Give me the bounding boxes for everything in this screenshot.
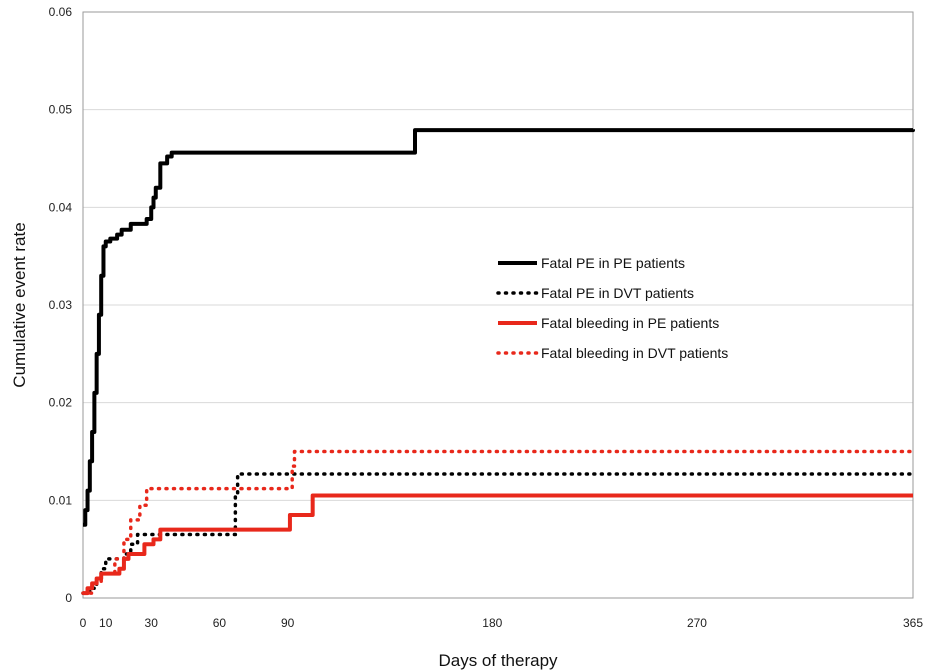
y-axis-title: Cumulative event rate (10, 222, 29, 387)
plot-area-frame (82, 11, 914, 599)
x-tick-label: 270 (687, 616, 707, 630)
x-axis-ticks: 0 10 30 60 90 180 270 365 (80, 616, 924, 630)
legend-label: Fatal bleeding in PE patients (541, 315, 719, 331)
legend-label: Fatal PE in PE patients (541, 255, 685, 271)
x-tick-label: 30 (145, 616, 159, 630)
y-tick-label: 0.01 (49, 493, 73, 507)
series-line-1 (83, 128, 915, 527)
y-tick-label: 0.02 (49, 396, 73, 410)
x-tick-label: 0 (80, 616, 87, 630)
series-line-2 (81, 472, 915, 595)
y-tick-label: 0 (65, 591, 72, 605)
gridlines (83, 109, 913, 501)
y-tick-label: 0.06 (49, 5, 73, 19)
x-tick-label: 90 (281, 616, 295, 630)
legend-label: Fatal PE in DVT patients (541, 285, 694, 301)
y-axis-ticks: 0 0.01 0.02 0.03 0.04 0.05 0.06 (49, 5, 73, 605)
legend-label: Fatal bleeding in DVT patients (541, 345, 728, 361)
y-tick-label: 0.05 (49, 103, 73, 117)
x-tick-label: 10 (99, 616, 113, 630)
series-lines (81, 128, 915, 596)
legend: Fatal PE in PE patients Fatal PE in DVT p… (496, 255, 728, 361)
x-axis-title: Days of therapy (438, 651, 558, 670)
x-tick-label: 60 (213, 616, 227, 630)
x-tick-label: 365 (903, 616, 923, 630)
series-line-3 (83, 493, 913, 596)
series-line-4 (81, 449, 915, 595)
y-tick-label: 0.04 (49, 200, 73, 214)
y-tick-label: 0.03 (49, 298, 73, 312)
x-tick-label: 180 (482, 616, 502, 630)
